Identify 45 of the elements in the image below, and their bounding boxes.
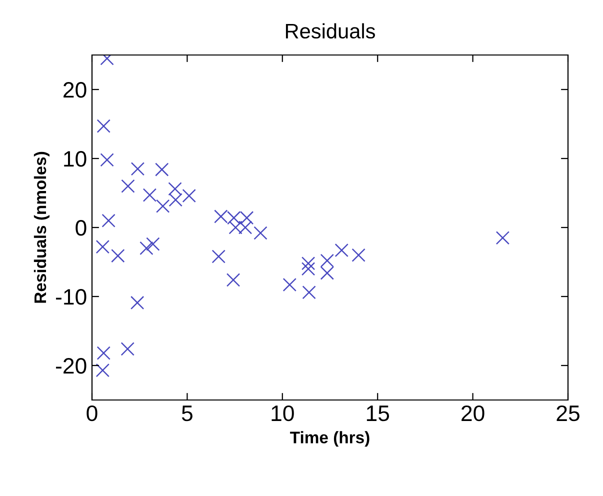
point [96,240,110,254]
point [301,256,316,270]
x-tick-label: 5 [182,406,192,422]
x-tick-label: 10 [272,405,294,422]
point [212,250,226,264]
point [120,342,134,356]
x-tick-label: 25 [556,405,580,422]
y-tick-label: 0 [76,220,86,236]
point [254,226,268,240]
point [352,248,366,262]
point [96,346,110,360]
point [142,188,157,202]
point [282,278,296,292]
point [140,241,154,256]
point [130,162,145,176]
x-axis-title: Time (hrs) [290,431,370,447]
y-axis-title: Residuals (nmoles) [34,152,50,303]
point [130,296,144,310]
point [102,214,116,228]
point [301,262,316,276]
point [96,363,110,378]
point [226,273,240,287]
point [302,286,316,300]
y-tick-label: -20 [56,358,86,374]
point [320,254,334,268]
point [155,162,169,176]
x-tick-label: 15 [366,406,390,422]
y-tick-label: -10 [56,289,86,305]
point [334,243,348,258]
point [156,199,170,213]
point [320,266,334,280]
point [100,153,114,167]
point [111,248,125,263]
point [168,193,182,207]
x-tick-label: 0 [86,405,98,422]
chart-title: Residuals [286,23,375,39]
point [182,188,196,203]
y-tick-label: 10 [64,151,86,167]
x-tick-label: 20 [462,405,484,422]
point [96,119,110,133]
point [121,179,135,193]
point [168,182,182,196]
y-tick-label: 20 [64,82,86,98]
point [496,231,510,245]
point [146,237,160,251]
